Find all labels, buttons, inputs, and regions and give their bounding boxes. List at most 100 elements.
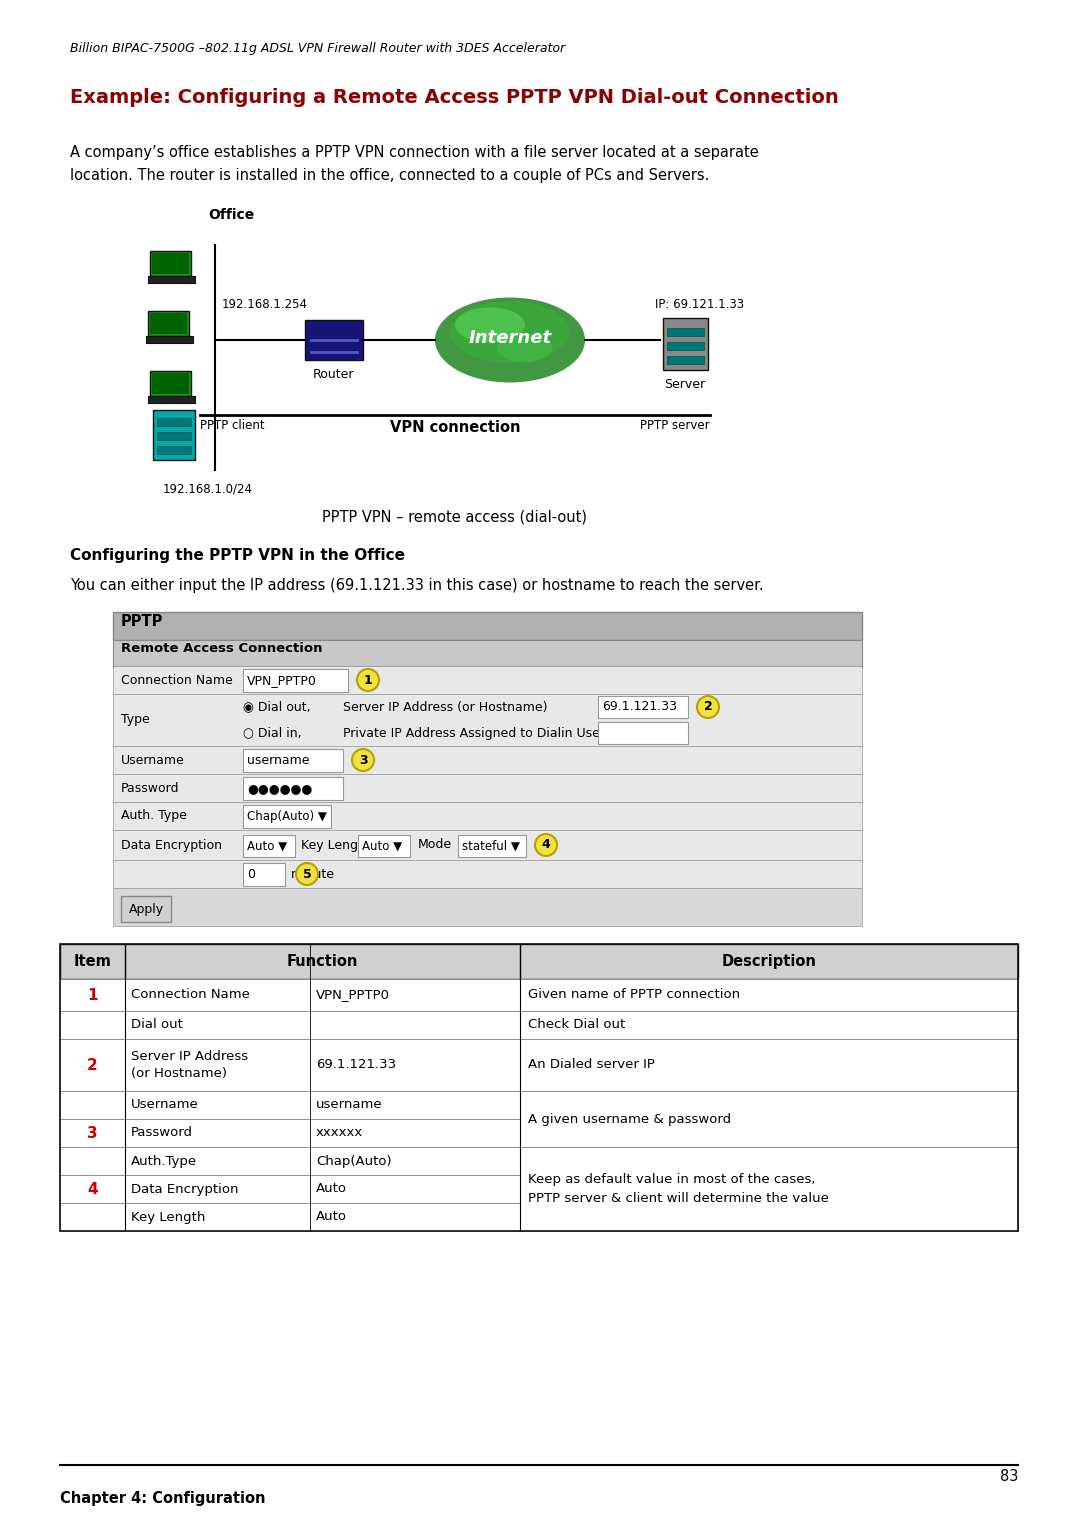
Text: ○ Dial in,: ○ Dial in, — [243, 726, 301, 740]
Text: minute: minute — [291, 868, 335, 880]
Text: Item: Item — [73, 953, 111, 969]
Text: Dial out: Dial out — [131, 1019, 183, 1031]
Text: Connection Name: Connection Name — [131, 989, 249, 1001]
Text: Chapter 4: Configuration: Chapter 4: Configuration — [60, 1491, 266, 1507]
FancyBboxPatch shape — [243, 669, 348, 692]
Text: 4: 4 — [87, 1181, 98, 1196]
FancyBboxPatch shape — [305, 319, 363, 361]
FancyBboxPatch shape — [357, 834, 410, 857]
FancyBboxPatch shape — [148, 277, 195, 284]
FancyBboxPatch shape — [146, 336, 193, 344]
Text: Chap(Auto): Chap(Auto) — [316, 1155, 392, 1167]
FancyBboxPatch shape — [121, 895, 171, 921]
FancyBboxPatch shape — [148, 310, 189, 336]
Text: Billion BIPAC-7500G –802.11g ADSL VPN Firewall Router with 3DES Accelerator: Billion BIPAC-7500G –802.11g ADSL VPN Fi… — [70, 41, 565, 55]
FancyBboxPatch shape — [60, 979, 1018, 1012]
Text: Description: Description — [721, 953, 816, 969]
Text: Type: Type — [121, 714, 150, 726]
Circle shape — [352, 749, 374, 772]
Text: Data Encryption: Data Encryption — [121, 839, 222, 851]
Text: 4: 4 — [542, 839, 551, 851]
Text: PPTP VPN – remote access (dial-out): PPTP VPN – remote access (dial-out) — [323, 510, 588, 526]
FancyBboxPatch shape — [60, 1039, 1018, 1091]
Text: PPTP client: PPTP client — [200, 419, 265, 432]
FancyBboxPatch shape — [113, 802, 862, 830]
Text: 1: 1 — [364, 674, 373, 686]
Circle shape — [535, 834, 557, 856]
Text: Auth.Type: Auth.Type — [131, 1155, 198, 1167]
Text: Private IP Address Assigned to Dialin User: Private IP Address Assigned to Dialin Us… — [343, 726, 605, 740]
Text: Connection Name: Connection Name — [121, 674, 233, 686]
FancyBboxPatch shape — [243, 863, 285, 886]
FancyBboxPatch shape — [150, 370, 191, 396]
Text: 69.1.121.33: 69.1.121.33 — [316, 1059, 396, 1071]
FancyBboxPatch shape — [113, 888, 862, 926]
Text: Key Length: Key Length — [131, 1210, 205, 1224]
Text: 3: 3 — [359, 753, 367, 767]
Text: Given name of PPTP connection: Given name of PPTP connection — [528, 989, 740, 1001]
FancyBboxPatch shape — [243, 834, 295, 857]
Text: Password: Password — [121, 781, 179, 795]
Text: ◉ Dial out,: ◉ Dial out, — [243, 700, 311, 714]
Text: 5: 5 — [302, 868, 311, 880]
Text: Data Encryption: Data Encryption — [131, 1183, 239, 1195]
FancyBboxPatch shape — [60, 1118, 1018, 1148]
Circle shape — [296, 863, 318, 885]
Text: Auth. Type: Auth. Type — [121, 810, 187, 822]
FancyBboxPatch shape — [113, 640, 862, 666]
Text: A company’s office establishes a PPTP VPN connection with a file server located : A company’s office establishes a PPTP VP… — [70, 145, 759, 160]
Text: Keep as default value in most of the cases,
PPTP server & client will determine : Keep as default value in most of the cas… — [528, 1174, 828, 1204]
Text: xxxxxx: xxxxxx — [316, 1126, 363, 1140]
Text: Auto ▼: Auto ▼ — [247, 839, 287, 853]
FancyBboxPatch shape — [243, 749, 343, 772]
Text: IP: 69.121.1.33: IP: 69.121.1.33 — [654, 298, 744, 312]
Text: stateful ▼: stateful ▼ — [462, 839, 519, 853]
FancyBboxPatch shape — [113, 775, 862, 802]
FancyBboxPatch shape — [113, 613, 862, 640]
Text: Server IP Address (or Hostname): Server IP Address (or Hostname) — [343, 700, 548, 714]
FancyBboxPatch shape — [113, 666, 862, 694]
Text: 69.1.121.33: 69.1.121.33 — [602, 700, 677, 714]
Text: Username: Username — [121, 753, 185, 767]
Text: username: username — [316, 1099, 382, 1111]
Text: Office: Office — [208, 208, 254, 222]
FancyBboxPatch shape — [150, 251, 191, 277]
FancyBboxPatch shape — [148, 396, 195, 403]
Text: VPN_PPTP0: VPN_PPTP0 — [247, 674, 316, 688]
Text: Password: Password — [131, 1126, 193, 1140]
Text: Example: Configuring a Remote Access PPTP VPN Dial-out Connection: Example: Configuring a Remote Access PPT… — [70, 89, 839, 107]
Text: PPTP: PPTP — [121, 614, 163, 630]
Text: 192.168.1.254: 192.168.1.254 — [222, 298, 308, 312]
Text: Mode: Mode — [418, 839, 453, 851]
FancyBboxPatch shape — [60, 1203, 1018, 1232]
Text: Auto: Auto — [316, 1183, 347, 1195]
FancyBboxPatch shape — [157, 432, 191, 440]
FancyBboxPatch shape — [152, 373, 189, 394]
FancyBboxPatch shape — [243, 805, 330, 828]
Text: Auto: Auto — [316, 1210, 347, 1224]
Text: Auto ▼: Auto ▼ — [362, 839, 402, 853]
Text: Apply: Apply — [129, 903, 163, 915]
Text: Remote Access Connection: Remote Access Connection — [121, 642, 323, 656]
FancyBboxPatch shape — [157, 419, 191, 426]
Text: 0: 0 — [247, 868, 255, 882]
FancyBboxPatch shape — [150, 313, 187, 335]
Text: Router: Router — [313, 368, 354, 380]
Text: 192.168.1.0/24: 192.168.1.0/24 — [163, 483, 253, 497]
Text: Configuring the PPTP VPN in the Office: Configuring the PPTP VPN in the Office — [70, 549, 405, 562]
FancyBboxPatch shape — [519, 1148, 1018, 1232]
Ellipse shape — [498, 335, 553, 362]
FancyBboxPatch shape — [519, 979, 1018, 1012]
Text: Internet: Internet — [469, 329, 552, 347]
FancyBboxPatch shape — [113, 860, 862, 888]
Text: Username: Username — [131, 1099, 199, 1111]
FancyBboxPatch shape — [113, 746, 862, 775]
FancyBboxPatch shape — [113, 694, 862, 746]
Text: 1: 1 — [87, 987, 98, 1002]
Text: Server: Server — [664, 377, 705, 391]
Text: VPN_PPTP0: VPN_PPTP0 — [316, 989, 390, 1001]
FancyBboxPatch shape — [153, 410, 195, 460]
Circle shape — [697, 695, 719, 718]
Text: 83: 83 — [1000, 1468, 1018, 1484]
Text: Key Length: Key Length — [301, 839, 370, 851]
